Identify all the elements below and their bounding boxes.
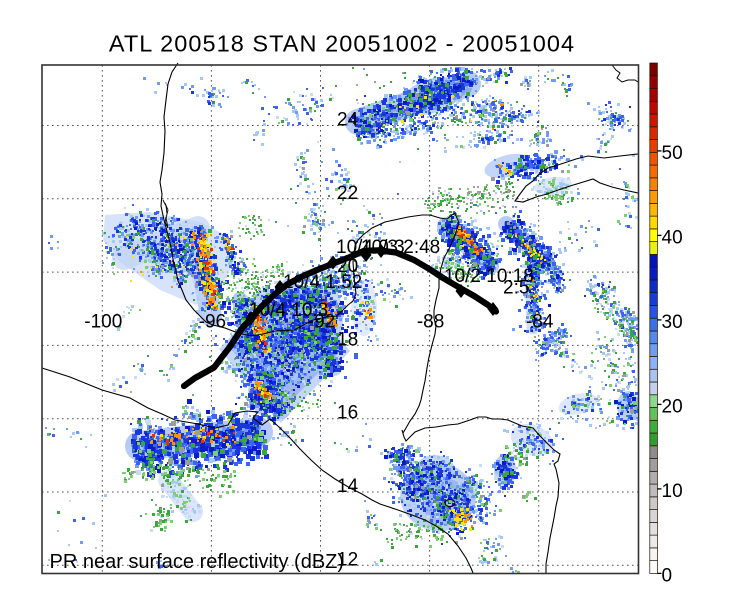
svg-text:-96: -96 [199,312,226,333]
svg-text:10/4 10:3: 10/4 10:3 [249,300,328,321]
svg-text:-88: -88 [417,312,444,333]
svg-text:0: 0 [662,565,673,586]
svg-text:14: 14 [337,476,359,497]
svg-text:-100: -100 [84,312,122,333]
svg-text:22: 22 [337,183,358,204]
svg-text:12: 12 [337,549,358,570]
svg-text:16: 16 [337,403,358,424]
svg-text:30: 30 [662,312,683,333]
svg-text:10/3 2:48: 10/3 2:48 [361,237,440,258]
svg-text:10/2 10:18: 10/2 10:18 [444,266,534,287]
svg-text:24: 24 [337,110,359,131]
svg-text:40: 40 [662,227,683,248]
svg-text:-92: -92 [308,312,335,333]
svg-text:10: 10 [662,481,683,502]
svg-text:18: 18 [337,329,358,350]
svg-text:20: 20 [337,256,358,277]
svg-text:50: 50 [662,143,683,164]
svg-text:10/4 0:3: 10/4 0:3 [336,237,405,258]
svg-text:20: 20 [662,396,683,417]
svg-text:-84: -84 [526,312,554,333]
svg-text:10/4 1:52: 10/4 1:52 [283,272,362,293]
svg-text:2:5: 2:5 [503,278,529,299]
svg-text:ATL 200518 STAN 20051002 - 200: ATL 200518 STAN 20051002 - 20051004 [109,31,575,57]
svg-text:PR near surface reflectivity (: PR near surface reflectivity (dBZ) [50,551,345,573]
